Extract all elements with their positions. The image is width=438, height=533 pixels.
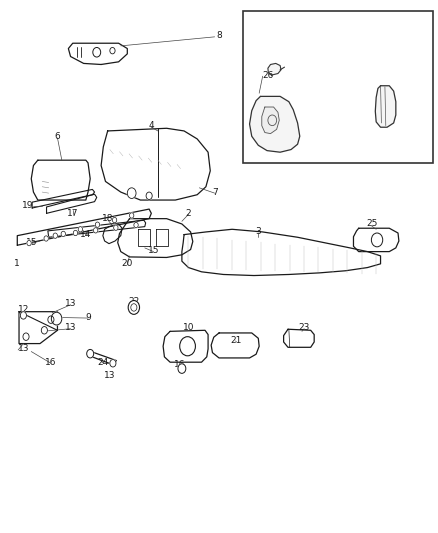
Ellipse shape: [23, 333, 29, 341]
Text: 13: 13: [104, 371, 116, 380]
Text: 24: 24: [98, 358, 109, 367]
Ellipse shape: [110, 47, 115, 54]
Polygon shape: [284, 329, 314, 348]
Text: 12: 12: [18, 304, 29, 313]
Text: 21: 21: [231, 336, 242, 345]
Ellipse shape: [180, 337, 195, 356]
Text: 10: 10: [183, 323, 194, 332]
Ellipse shape: [53, 233, 57, 238]
Text: 9: 9: [85, 312, 91, 321]
Polygon shape: [88, 352, 117, 365]
Polygon shape: [46, 194, 97, 213]
Text: 22: 22: [128, 296, 139, 305]
Ellipse shape: [73, 230, 78, 236]
Ellipse shape: [20, 312, 26, 319]
Ellipse shape: [93, 47, 101, 57]
Text: 15: 15: [148, 246, 159, 255]
Polygon shape: [182, 229, 381, 276]
Ellipse shape: [93, 228, 98, 233]
Polygon shape: [155, 229, 168, 246]
Ellipse shape: [134, 222, 138, 228]
Polygon shape: [48, 220, 146, 237]
Ellipse shape: [110, 360, 116, 367]
Ellipse shape: [127, 188, 136, 198]
Polygon shape: [250, 96, 300, 152]
Ellipse shape: [27, 240, 31, 246]
Text: 13: 13: [18, 344, 30, 353]
Text: 3: 3: [255, 228, 261, 237]
Ellipse shape: [178, 364, 186, 373]
Text: 2: 2: [186, 209, 191, 218]
Polygon shape: [375, 86, 396, 127]
Ellipse shape: [130, 213, 134, 218]
Text: 14: 14: [80, 230, 92, 239]
Polygon shape: [211, 333, 259, 358]
Ellipse shape: [48, 316, 54, 324]
Text: 18: 18: [102, 214, 113, 223]
Text: 20: 20: [122, 260, 133, 268]
Ellipse shape: [268, 115, 277, 126]
Text: 16: 16: [174, 360, 185, 369]
Ellipse shape: [87, 350, 94, 358]
Ellipse shape: [95, 222, 100, 228]
Text: 6: 6: [55, 132, 60, 141]
Ellipse shape: [114, 225, 118, 230]
Ellipse shape: [51, 312, 62, 325]
Polygon shape: [32, 189, 95, 208]
Bar: [243, 11, 433, 163]
Polygon shape: [19, 312, 57, 344]
Text: 23: 23: [298, 323, 310, 332]
Text: 15: 15: [25, 238, 37, 247]
Ellipse shape: [146, 192, 152, 199]
Text: 1: 1: [14, 260, 20, 268]
Polygon shape: [68, 43, 127, 64]
Ellipse shape: [44, 236, 48, 241]
Polygon shape: [268, 63, 281, 75]
Text: 19: 19: [22, 201, 33, 210]
Text: 17: 17: [67, 209, 78, 218]
Polygon shape: [101, 128, 210, 200]
Text: 26: 26: [263, 70, 274, 79]
Text: 8: 8: [217, 31, 223, 40]
Polygon shape: [103, 224, 122, 244]
Text: 25: 25: [366, 220, 378, 229]
Ellipse shape: [128, 301, 140, 314]
Ellipse shape: [78, 227, 82, 232]
Polygon shape: [353, 228, 399, 252]
Text: 16: 16: [45, 358, 57, 367]
Text: 7: 7: [212, 188, 218, 197]
Ellipse shape: [113, 217, 117, 223]
Polygon shape: [163, 330, 208, 362]
Ellipse shape: [61, 231, 65, 237]
Polygon shape: [262, 107, 279, 134]
Ellipse shape: [41, 327, 47, 334]
Polygon shape: [17, 209, 151, 245]
Text: 13: 13: [65, 323, 76, 332]
Polygon shape: [138, 229, 150, 246]
Polygon shape: [118, 219, 193, 257]
Text: 4: 4: [148, 121, 154, 130]
Ellipse shape: [371, 233, 383, 247]
Ellipse shape: [131, 304, 137, 311]
Polygon shape: [31, 160, 90, 200]
Text: 13: 13: [65, 299, 76, 308]
